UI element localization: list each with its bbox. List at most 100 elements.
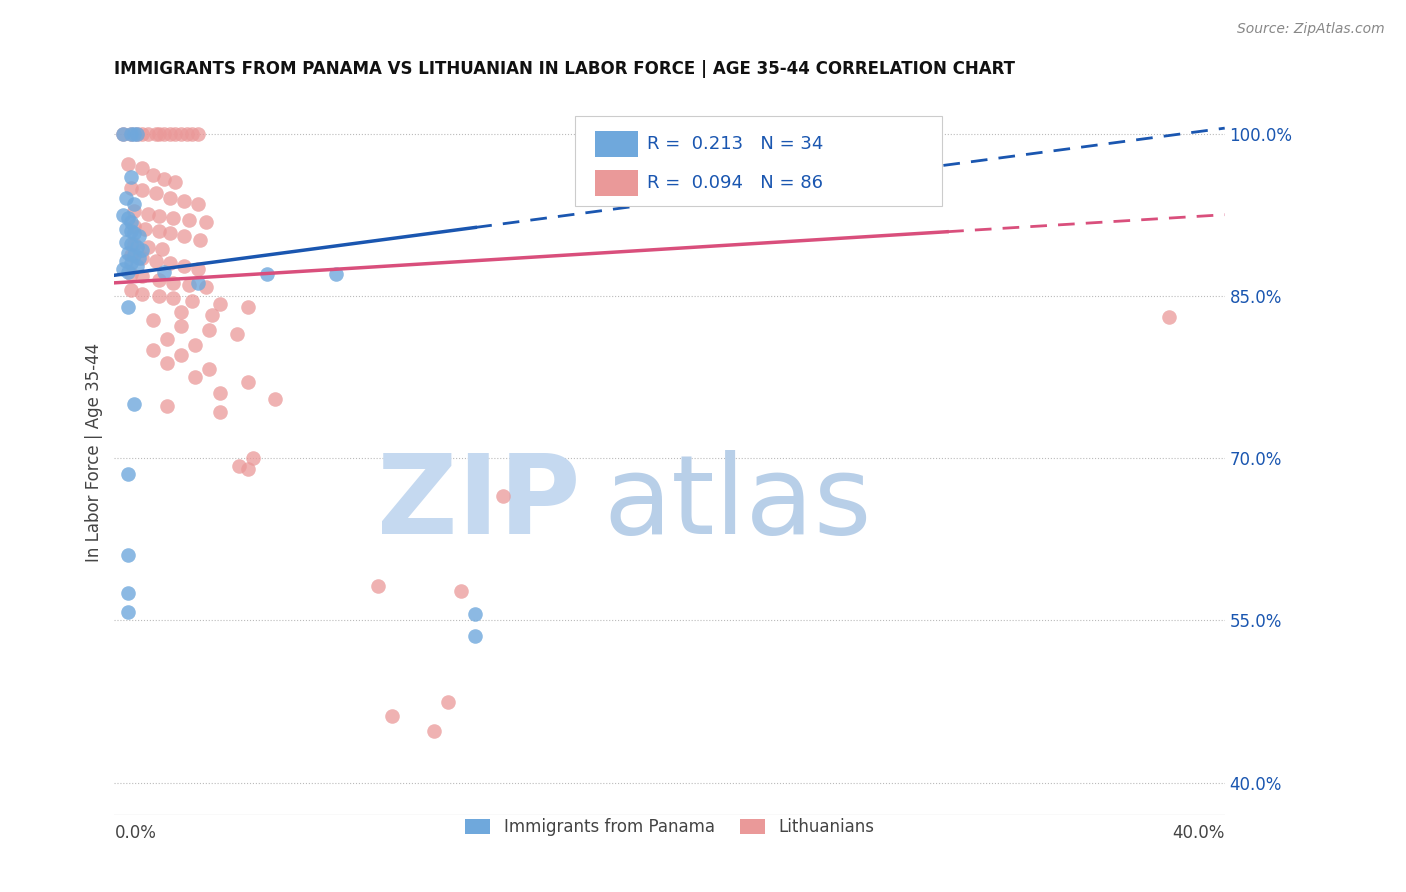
Point <box>173 194 195 208</box>
Point <box>125 127 148 141</box>
Point <box>114 235 136 249</box>
Point <box>165 175 187 189</box>
Point <box>120 248 142 262</box>
Point <box>145 127 167 141</box>
Point <box>170 127 193 141</box>
Point <box>156 332 179 346</box>
Point <box>184 370 207 384</box>
Point <box>162 211 184 225</box>
Point <box>173 229 195 244</box>
Point <box>159 127 181 141</box>
Point <box>153 127 176 141</box>
Point <box>236 376 259 390</box>
Point <box>367 579 389 593</box>
Point <box>1159 310 1181 325</box>
Point <box>120 215 142 229</box>
Point <box>136 206 159 220</box>
Point <box>145 186 167 200</box>
Text: atlas: atlas <box>603 450 872 557</box>
Point <box>136 127 159 141</box>
Point <box>117 605 139 619</box>
Point <box>131 127 153 141</box>
Point <box>120 169 142 184</box>
Point <box>381 708 404 723</box>
Point <box>131 269 153 284</box>
Point <box>117 549 139 563</box>
Point <box>134 221 156 235</box>
Point <box>125 127 148 141</box>
Point <box>122 226 145 240</box>
Text: 40.0%: 40.0% <box>1173 824 1225 842</box>
Point <box>117 245 139 260</box>
Point <box>120 224 142 238</box>
Point <box>131 251 153 265</box>
Point <box>122 236 145 251</box>
Text: Source: ZipAtlas.com: Source: ZipAtlas.com <box>1237 22 1385 37</box>
Point <box>179 278 201 293</box>
Point <box>120 284 142 298</box>
Point <box>173 259 195 273</box>
Point <box>148 209 170 223</box>
Point <box>131 286 153 301</box>
Point <box>117 300 139 314</box>
Point <box>111 127 134 141</box>
Point <box>153 265 176 279</box>
Point <box>162 276 184 290</box>
Point <box>170 348 193 362</box>
Legend: Immigrants from Panama, Lithuanians: Immigrants from Panama, Lithuanians <box>458 812 880 843</box>
Point <box>187 276 209 290</box>
Point <box>195 215 218 229</box>
Point <box>122 219 145 233</box>
Point <box>162 291 184 305</box>
Point <box>142 168 165 182</box>
Point <box>176 127 198 141</box>
Point <box>114 254 136 268</box>
Point <box>117 157 139 171</box>
Point <box>128 229 150 244</box>
FancyBboxPatch shape <box>575 116 942 206</box>
Point <box>120 236 142 251</box>
Point <box>148 289 170 303</box>
Point <box>111 261 134 276</box>
Point <box>148 224 170 238</box>
Point <box>187 197 209 211</box>
Point <box>122 197 145 211</box>
Point <box>242 451 264 466</box>
Point <box>165 127 187 141</box>
Point <box>148 272 170 286</box>
Text: 0.0%: 0.0% <box>114 824 156 842</box>
Point <box>150 242 173 256</box>
Point <box>187 261 209 276</box>
Point <box>117 586 139 600</box>
Point <box>114 221 136 235</box>
Point <box>197 323 219 337</box>
Point <box>153 172 176 186</box>
Point <box>264 392 287 406</box>
Point <box>142 343 165 357</box>
Point <box>131 183 153 197</box>
Point <box>142 312 165 326</box>
Point <box>117 265 139 279</box>
Point <box>145 254 167 268</box>
Point <box>208 297 231 311</box>
Point <box>190 233 212 247</box>
Point <box>120 127 142 141</box>
Point <box>492 489 515 503</box>
Point <box>122 397 145 411</box>
Point <box>122 248 145 262</box>
Point <box>181 127 204 141</box>
Point <box>120 180 142 194</box>
Point <box>114 191 136 205</box>
Point <box>159 191 181 205</box>
Point <box>131 161 153 176</box>
Point <box>136 240 159 254</box>
Point <box>120 256 142 270</box>
Point <box>228 458 250 473</box>
Point <box>208 386 231 401</box>
Text: R =  0.213   N = 34: R = 0.213 N = 34 <box>647 135 824 153</box>
Point <box>156 356 179 370</box>
Point <box>184 337 207 351</box>
Point <box>181 294 204 309</box>
Text: ZIP: ZIP <box>377 450 581 557</box>
Point <box>117 467 139 482</box>
